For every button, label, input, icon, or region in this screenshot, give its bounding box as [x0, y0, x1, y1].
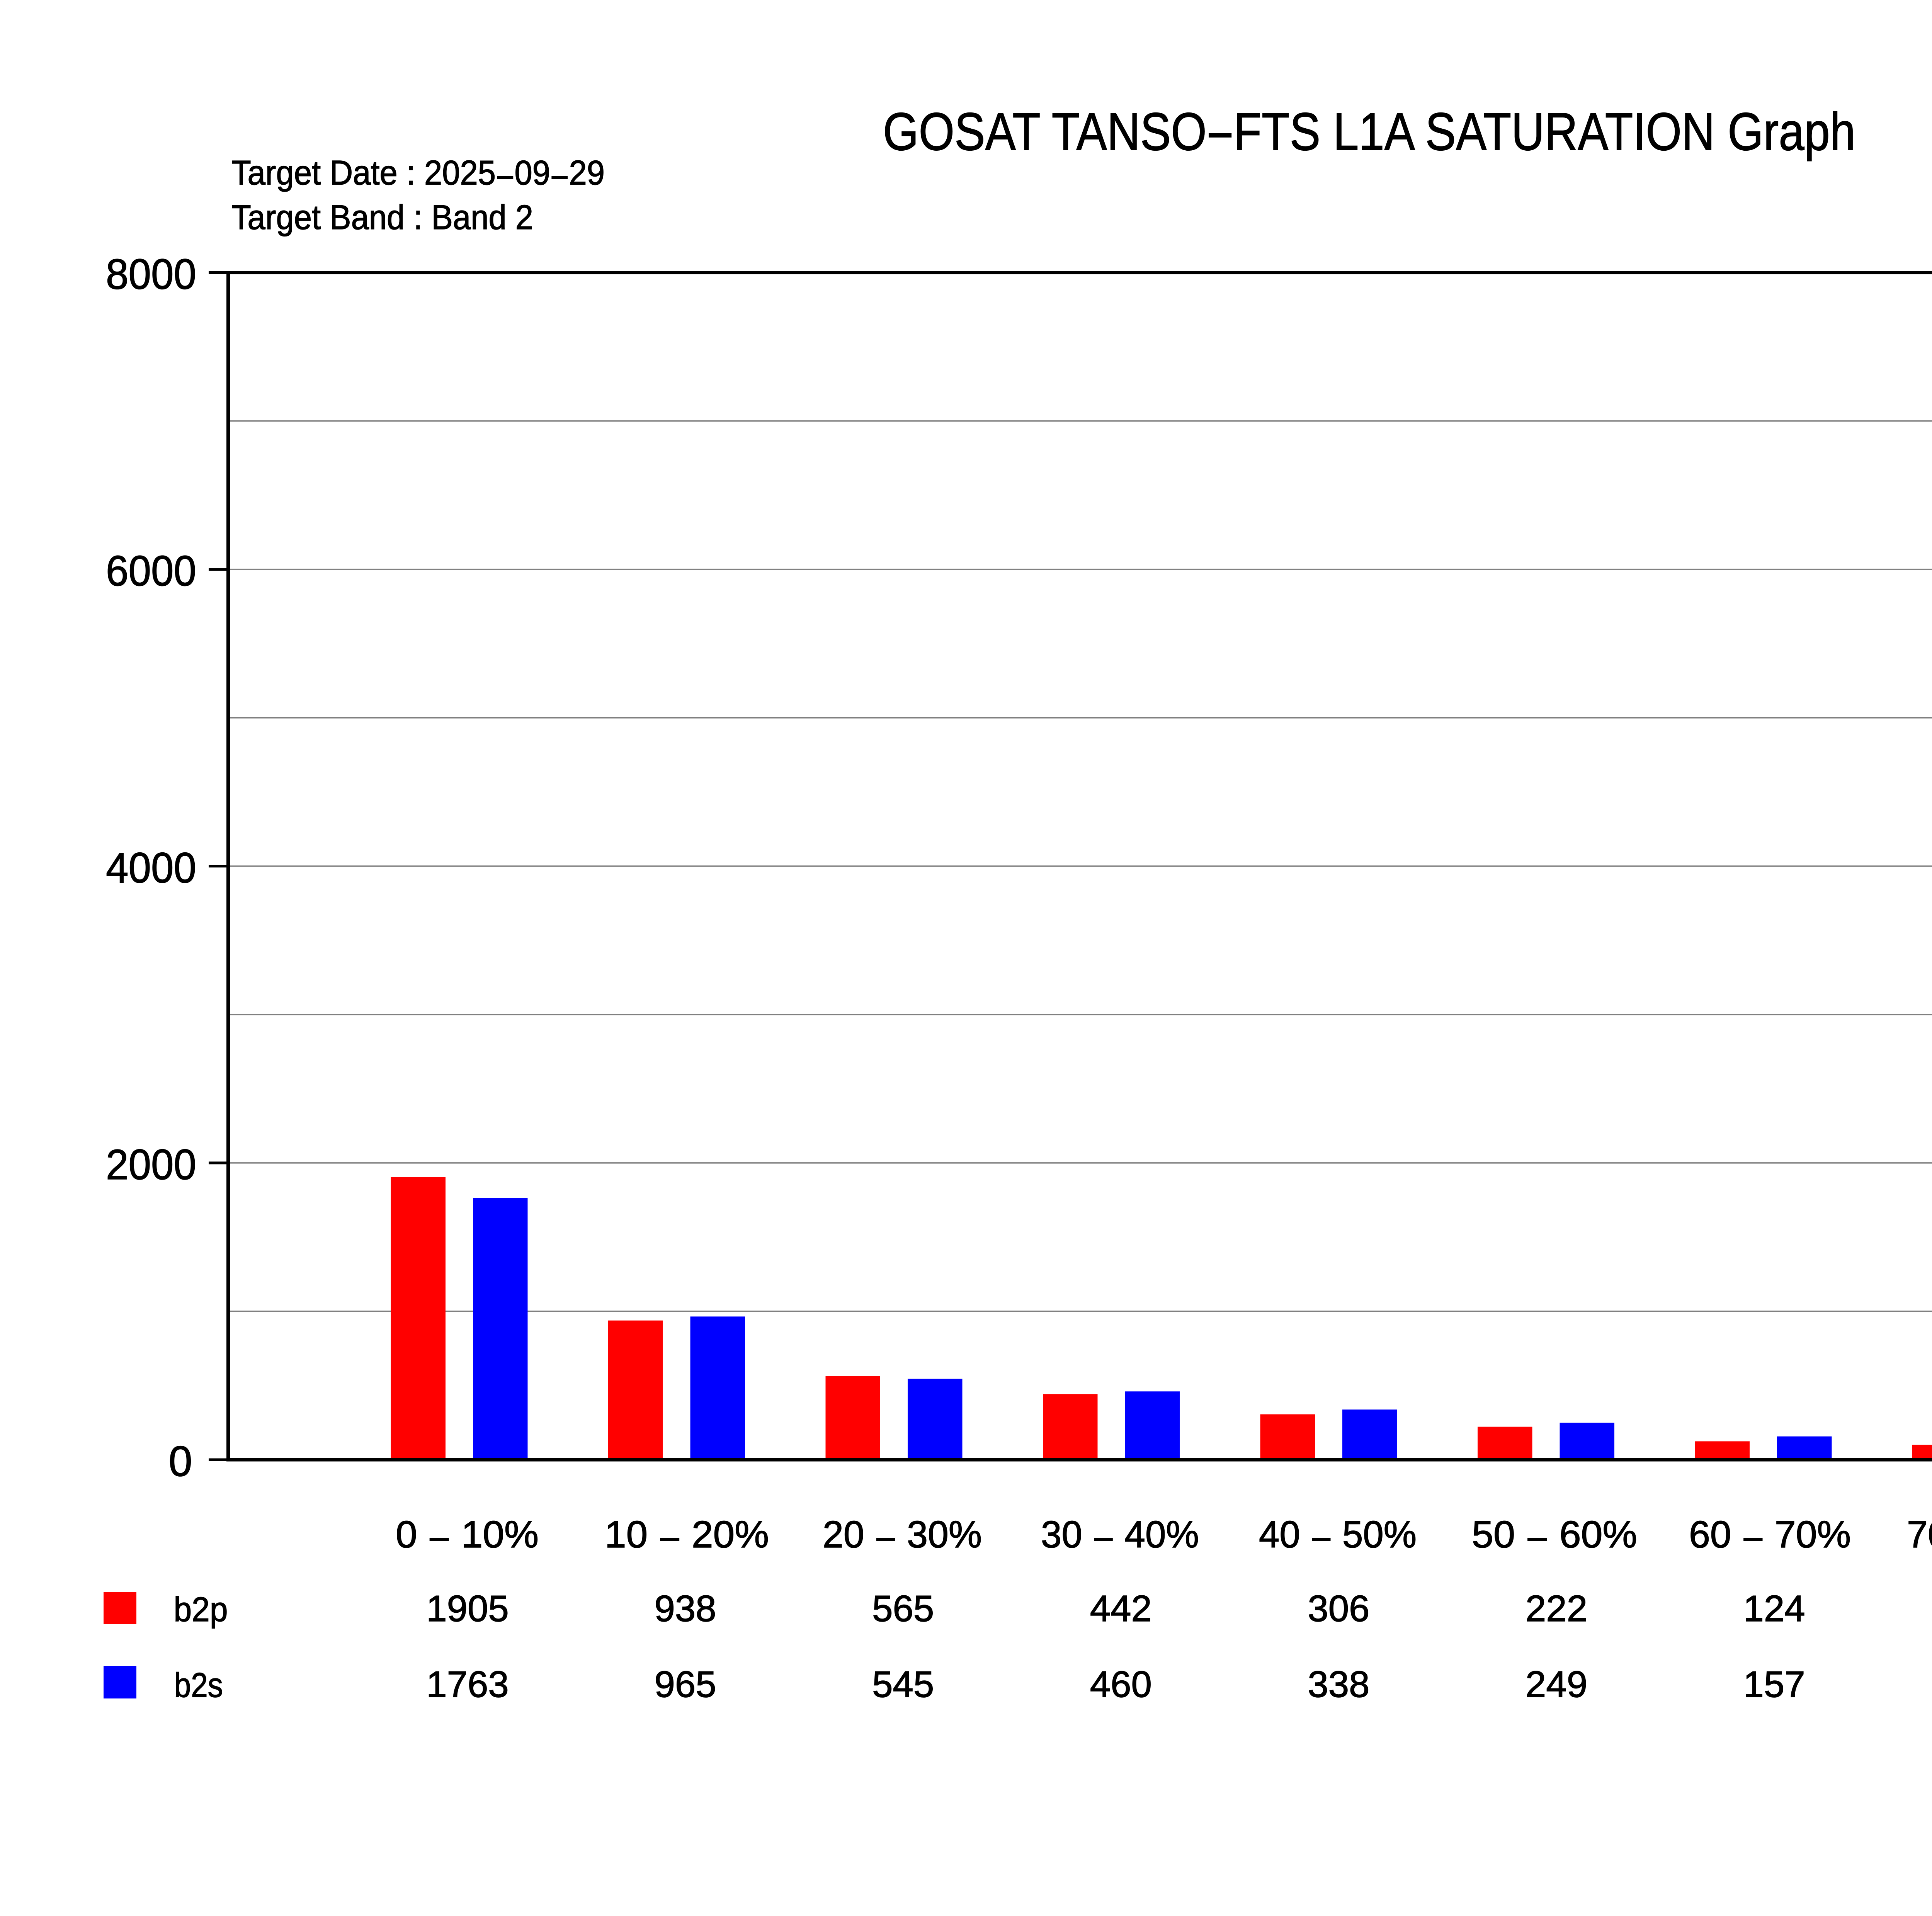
svg-text:0: 0: [168, 1438, 192, 1485]
svg-text:GOSAT TANSO−FTS L1A SATURATION: GOSAT TANSO−FTS L1A SATURATION Graph: [883, 102, 1855, 165]
svg-text:b2p: b2p: [174, 1590, 228, 1629]
svg-text:70 − 80%: 70 − 80%: [1907, 1513, 1932, 1560]
svg-text:2000: 2000: [106, 1141, 196, 1188]
svg-text:545: 545: [872, 1664, 934, 1705]
svg-text:442: 442: [1090, 1588, 1152, 1629]
svg-text:20 − 30%: 20 − 30%: [823, 1513, 982, 1560]
svg-text:306: 306: [1308, 1588, 1369, 1629]
svg-text:8000: 8000: [106, 251, 196, 298]
svg-text:Target Date : 2025−09−29: Target Date : 2025−09−29: [231, 153, 605, 197]
svg-text:50 − 60%: 50 − 60%: [1472, 1513, 1637, 1560]
svg-text:Target Band : Band 2: Target Band : Band 2: [231, 198, 533, 236]
svg-text:60 − 70%: 60 − 70%: [1689, 1513, 1851, 1560]
svg-text:124: 124: [1743, 1588, 1805, 1629]
svg-text:938: 938: [655, 1588, 716, 1629]
svg-text:338: 338: [1308, 1664, 1369, 1705]
svg-text:965: 965: [655, 1664, 716, 1705]
svg-text:460: 460: [1090, 1664, 1152, 1705]
svg-text:30 − 40%: 30 − 40%: [1041, 1513, 1199, 1560]
svg-text:157: 157: [1743, 1664, 1805, 1705]
svg-text:b2s: b2s: [174, 1666, 223, 1704]
svg-text:40 − 50%: 40 − 50%: [1259, 1513, 1417, 1560]
svg-text:10 − 20%: 10 − 20%: [605, 1513, 769, 1560]
svg-text:1905: 1905: [426, 1588, 509, 1629]
svg-text:4000: 4000: [106, 844, 196, 892]
svg-text:222: 222: [1526, 1588, 1587, 1629]
svg-text:1763: 1763: [426, 1664, 509, 1705]
svg-text:6000: 6000: [106, 547, 196, 595]
svg-text:249: 249: [1526, 1664, 1587, 1705]
svg-text:565: 565: [872, 1588, 934, 1629]
svg-text:0 − 10%: 0 − 10%: [396, 1513, 539, 1560]
